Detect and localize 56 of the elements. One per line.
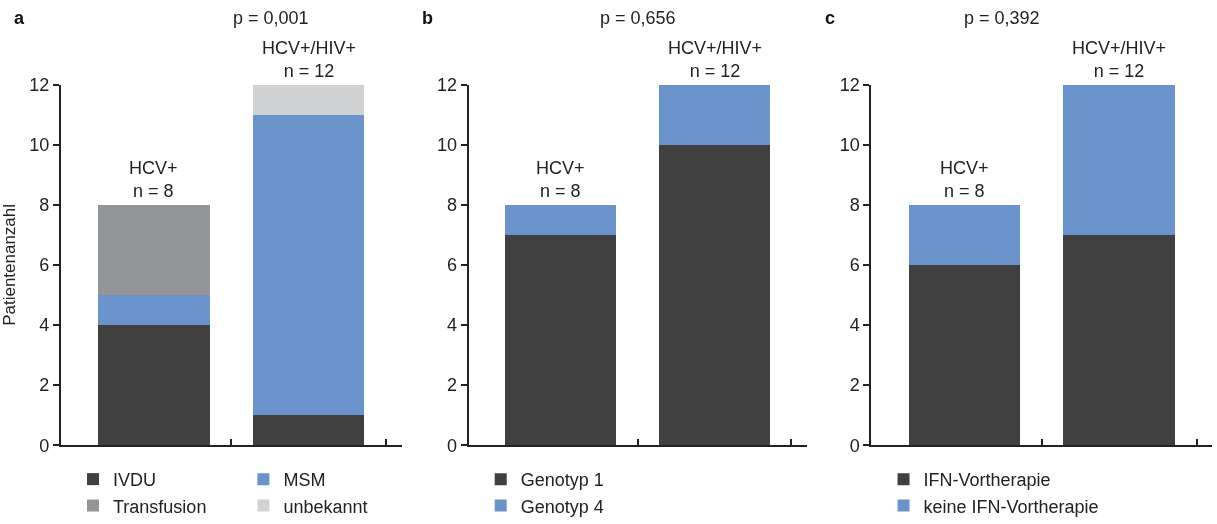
bar [98, 325, 210, 446]
chart-title: p = 0,001 [233, 8, 309, 28]
annotation: HCV+/HIV+ n = 12 [668, 38, 763, 82]
y-tick-label: 12 [29, 74, 50, 95]
y-tick-label: 0 [446, 435, 457, 456]
y-tick-label: 12 [839, 74, 860, 95]
bar [252, 114, 365, 416]
y-tick-label: 0 [849, 435, 860, 456]
y-tick-label: 4 [39, 315, 50, 336]
bar [1063, 234, 1175, 446]
bar [659, 84, 770, 145]
legend-label: Genotyp 1 [520, 470, 604, 491]
bar [659, 144, 770, 446]
bar [908, 264, 1021, 446]
y-tick-label: 12 [436, 74, 457, 95]
bar [1063, 84, 1175, 235]
legend-label: unbekannt [283, 496, 368, 517]
y-tick-label: 10 [29, 134, 50, 155]
y-tick-label: 0 [39, 435, 50, 456]
text: b [422, 8, 433, 28]
bar [98, 204, 210, 295]
legend-label: Genotyp 4 [520, 496, 604, 517]
bar [98, 294, 210, 326]
y-tick-label: 6 [39, 255, 50, 276]
annotation: HCV+ n = 8 [129, 158, 178, 202]
chart-title: p = 0,656 [600, 8, 676, 28]
annotation: HCV+/HIV+ n = 12 [1072, 38, 1167, 82]
legend-label: keine IFN-Vortherapie [923, 496, 1099, 517]
y-tick-label: 10 [436, 134, 457, 155]
y-tick-label: 6 [446, 255, 457, 276]
y-axis-title: Patientenanzahl [0, 203, 19, 326]
y-tick-label: 4 [849, 315, 860, 336]
legend-label: MSM [283, 470, 326, 491]
annotation: HCV+ n = 8 [536, 158, 585, 202]
y-tick-label: 2 [446, 375, 457, 396]
bar [908, 204, 1021, 265]
y-tick-label: 8 [446, 195, 457, 216]
chart-title: p = 0,392 [964, 8, 1040, 28]
annotation: HCV+/HIV+ n = 12 [262, 38, 357, 82]
y-tick-label: 2 [849, 375, 860, 396]
annotation: HCV+ n = 8 [940, 158, 989, 202]
bar [505, 204, 617, 235]
legend-label: IVDU [113, 470, 157, 491]
y-tick-label: 2 [39, 375, 50, 396]
y-tick-label: 8 [39, 195, 50, 216]
bar [252, 415, 365, 446]
legend-label: IFN-Vortherapie [923, 470, 1051, 491]
y-tick-label: 10 [839, 134, 860, 155]
bar [252, 84, 365, 115]
bar [505, 234, 617, 446]
y-tick-label: 8 [849, 195, 860, 216]
y-tick-label: 4 [446, 315, 457, 336]
text: c [825, 8, 836, 28]
legend-label: Transfusion [113, 496, 207, 517]
text: a [14, 8, 25, 28]
y-tick-label: 6 [849, 255, 860, 276]
